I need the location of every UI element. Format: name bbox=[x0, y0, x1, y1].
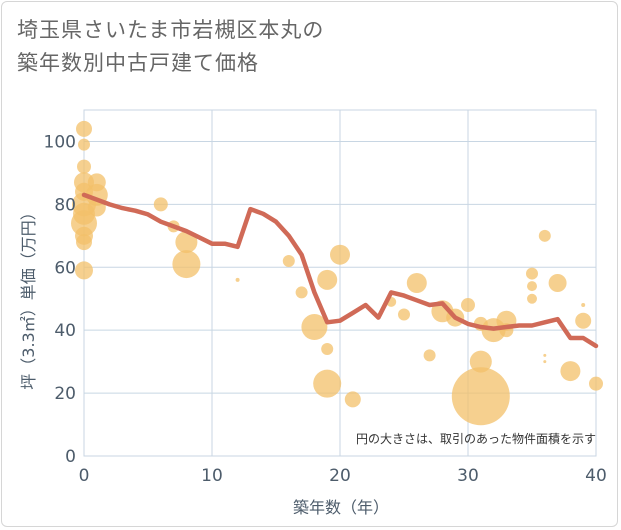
bubble-layer bbox=[71, 120, 603, 426]
y-tick-label: 40 bbox=[54, 321, 76, 341]
data-bubble bbox=[235, 277, 240, 282]
data-bubble bbox=[451, 367, 510, 426]
y-axis-label: 坪（3.3㎡）単価（万円） bbox=[19, 204, 38, 389]
data-bubble bbox=[406, 273, 427, 293]
data-bubble bbox=[78, 138, 90, 151]
x-tick-label: 40 bbox=[585, 466, 607, 486]
y-tick-label: 0 bbox=[65, 447, 76, 467]
data-bubble bbox=[560, 361, 581, 382]
x-tick-label: 0 bbox=[79, 466, 90, 486]
bubble-size-note: 円の大きさは、取引のあった物件面積を示す bbox=[356, 431, 596, 446]
y-tick-label: 60 bbox=[54, 258, 76, 278]
data-bubble bbox=[344, 391, 361, 408]
data-bubble bbox=[526, 267, 538, 280]
data-bubble bbox=[461, 298, 475, 313]
data-bubble bbox=[76, 234, 92, 251]
data-bubble bbox=[317, 269, 338, 290]
data-bubble bbox=[175, 231, 198, 254]
data-bubble bbox=[527, 293, 537, 304]
data-bubble bbox=[313, 369, 342, 398]
data-bubble bbox=[153, 197, 168, 212]
data-bubble bbox=[295, 286, 308, 299]
data-bubble bbox=[77, 159, 91, 174]
data-bubble bbox=[543, 353, 547, 357]
y-tick-label: 20 bbox=[54, 384, 76, 404]
x-tick-label: 20 bbox=[329, 466, 351, 486]
data-bubble bbox=[75, 261, 93, 280]
data-bubble bbox=[548, 274, 567, 292]
y-tick-label: 100 bbox=[44, 132, 76, 152]
data-bubble bbox=[538, 229, 551, 242]
data-bubble bbox=[575, 312, 592, 329]
data-bubble bbox=[469, 350, 492, 373]
x-tick-label: 30 bbox=[457, 466, 479, 486]
data-bubble bbox=[330, 244, 350, 265]
data-bubble bbox=[398, 308, 410, 321]
data-bubble bbox=[527, 281, 537, 292]
data-bubble bbox=[301, 314, 328, 341]
data-bubble bbox=[76, 120, 92, 137]
data-bubble bbox=[543, 360, 547, 364]
data-bubble bbox=[172, 250, 201, 279]
x-tick-labels: 0 10 20 30 40 bbox=[79, 466, 607, 486]
x-axis-label: 築年数（年） bbox=[293, 498, 389, 517]
data-bubble bbox=[321, 343, 334, 356]
y-tick-label: 80 bbox=[54, 195, 76, 215]
data-bubble bbox=[589, 376, 603, 391]
title-line-2: 築年数別中古戸建て価格 bbox=[17, 51, 259, 75]
chart-title: 埼玉県さいたま市岩槻区本丸の 築年数別中古戸建て価格 bbox=[17, 14, 324, 80]
data-bubble bbox=[282, 254, 295, 267]
x-tick-label: 10 bbox=[201, 466, 223, 486]
grid-lines bbox=[83, 109, 597, 457]
data-bubble bbox=[581, 303, 586, 308]
trend-line bbox=[81, 192, 599, 349]
data-bubble bbox=[423, 349, 436, 362]
y-tick-labels: 0 20 40 60 80 100 bbox=[44, 132, 76, 467]
title-line-1: 埼玉県さいたま市岩槻区本丸の bbox=[17, 18, 325, 42]
